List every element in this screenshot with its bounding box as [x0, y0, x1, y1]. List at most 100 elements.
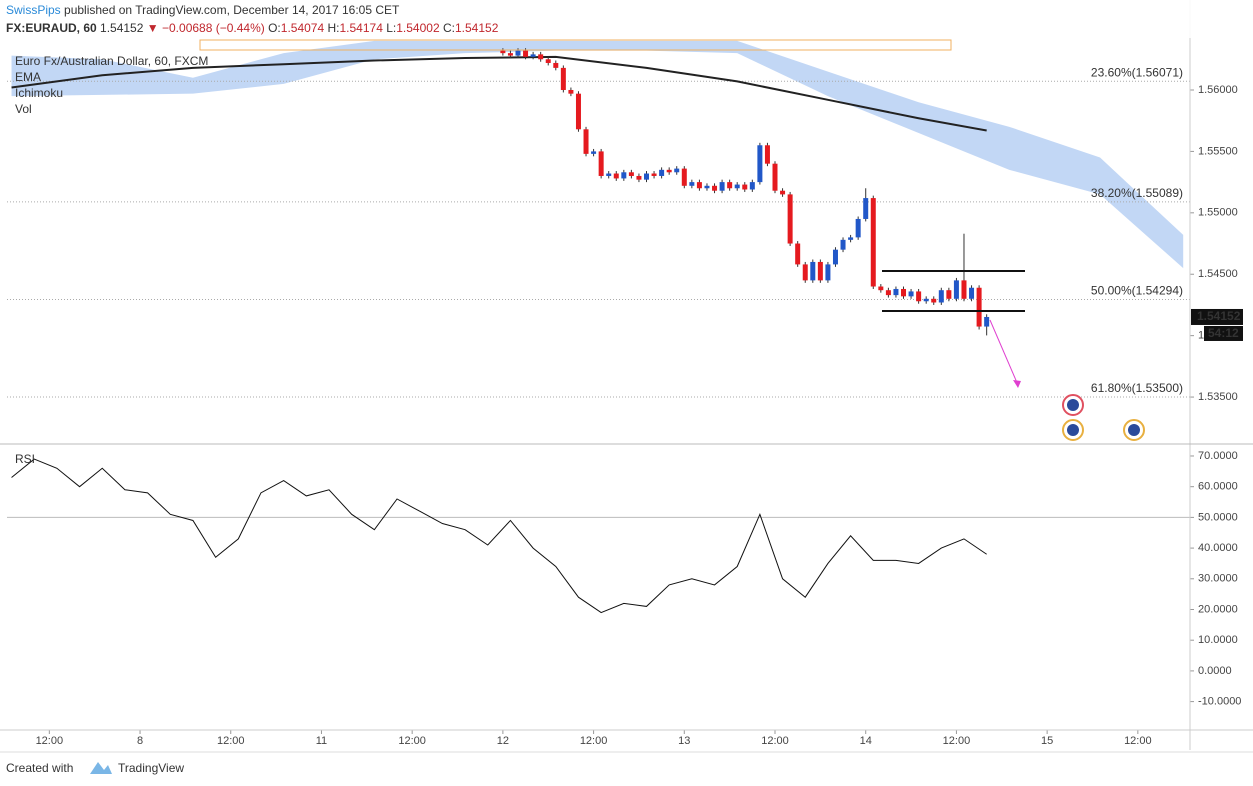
candle-body: [976, 287, 982, 327]
x-tick-label: 11: [316, 735, 327, 747]
y-tick-label: 10.0000: [1198, 634, 1238, 646]
candle-body: [908, 291, 914, 297]
zone-drawing: [199, 39, 952, 51]
brand-logo: [90, 762, 112, 774]
candle-body: [500, 50, 506, 54]
symbol: FX:EURAUD, 60: [6, 21, 97, 35]
candle-body: [651, 173, 657, 176]
last-price-box: [1191, 308, 1243, 325]
candle-body: [764, 145, 770, 164]
last-price-label: 1.54152: [1197, 309, 1241, 323]
candle-body: [961, 280, 967, 299]
x-tick-label: 12:00: [1124, 735, 1152, 747]
author[interactable]: SwissPips: [6, 3, 61, 17]
y-tick-label: 30.0000: [1198, 573, 1238, 585]
x-tick-label: 12:00: [398, 735, 426, 747]
candle-body: [681, 168, 687, 186]
l-label: L:: [386, 21, 396, 35]
y-tick-label: 60.0000: [1198, 481, 1238, 493]
candle-body: [636, 175, 642, 180]
candle-body: [666, 169, 672, 173]
candle-body: [530, 54, 536, 57]
y-tick-label: 1.55500: [1198, 145, 1238, 157]
indicator-label: Vol: [15, 102, 32, 116]
h-label: H:: [328, 21, 340, 35]
candle-body: [659, 169, 665, 176]
y-tick-label: 1.53500: [1198, 391, 1238, 403]
candle-body: [606, 173, 612, 176]
candle-body: [931, 298, 937, 303]
candle-body: [923, 298, 929, 302]
open: 1.54074: [281, 21, 325, 35]
y-tick-label: -10.0000: [1198, 696, 1241, 708]
candle-body: [507, 53, 513, 56]
fib-label: 23.60%(1.56071): [1091, 65, 1183, 79]
event-icon-inner: [1128, 424, 1140, 436]
candle-body: [568, 89, 574, 94]
y-tick-label: 0.0000: [1198, 665, 1232, 677]
candle-body: [780, 190, 786, 195]
candle-body: [734, 184, 740, 189]
series-title: Euro Fx/Australian Dollar, 60, FXCM: [15, 54, 208, 68]
candle-body: [757, 145, 763, 183]
candle-body: [893, 288, 899, 296]
indicator-label: Ichimoku: [15, 86, 63, 100]
countdown-box: [1204, 325, 1243, 341]
candle-body: [855, 218, 861, 238]
candle-body: [817, 261, 823, 281]
candle-body: [840, 239, 846, 250]
candle-body: [810, 261, 816, 281]
candle-body: [621, 172, 627, 179]
candle-body: [538, 54, 544, 60]
candle-body: [795, 243, 801, 265]
x-tick-label: 15: [1041, 735, 1053, 747]
candle-body: [628, 172, 634, 176]
candle-body: [545, 59, 551, 63]
candle-body: [984, 316, 990, 327]
published: published on TradingView.com, December 1…: [64, 3, 400, 17]
countdown-label: 54:12: [1208, 326, 1239, 340]
event-icon-inner: [1067, 424, 1079, 436]
candle-body: [523, 50, 529, 57]
candle-body: [644, 173, 650, 180]
rsi-title: RSI: [15, 452, 35, 466]
candle-body: [696, 182, 702, 189]
y-tick-label: 1.56000: [1198, 84, 1238, 96]
fib-label: 38.20%(1.55089): [1091, 186, 1183, 200]
fib-label: 50.00%(1.54294): [1091, 284, 1183, 298]
candle-body: [727, 182, 733, 189]
candle-body: [787, 194, 793, 244]
candle-body: [953, 280, 959, 299]
candle-body: [885, 290, 891, 296]
high: 1.54174: [340, 21, 384, 35]
candle-body: [802, 264, 808, 281]
x-tick-label: 13: [678, 735, 690, 747]
header-bg: [0, 0, 1253, 38]
event-icon-inner: [1067, 399, 1079, 411]
candle-body: [870, 198, 876, 287]
fib-label: 61.80%(1.53500): [1091, 381, 1183, 395]
brand[interactable]: TradingView: [118, 761, 184, 775]
candle-body: [704, 185, 710, 189]
y-tick-label: 1.55000: [1198, 207, 1238, 219]
x-tick-label: 12:00: [36, 735, 64, 747]
x-tick-label: 12: [497, 735, 509, 747]
price: 1.54152: [100, 21, 144, 35]
symbol-line: FX:EURAUD, 60 1.54152 ▼ −0.00688 (−0.44%…: [6, 21, 499, 35]
candle-body: [613, 173, 619, 179]
candle-body: [689, 182, 695, 186]
c-label: C:: [443, 21, 455, 35]
close: 1.54152: [455, 21, 499, 35]
candle-body: [916, 291, 922, 302]
ichimoku-cloud: [11, 40, 1184, 269]
x-tick-label: 14: [860, 735, 872, 747]
candle-body: [719, 182, 725, 191]
y-tick-label: 50.0000: [1198, 511, 1238, 523]
low: 1.54002: [396, 21, 440, 35]
change: −0.00688 (−0.44%): [162, 21, 265, 35]
candle-body: [938, 290, 944, 303]
candle-body: [598, 151, 604, 176]
y-tick-label: 20.0000: [1198, 603, 1238, 615]
candle-body: [515, 50, 521, 56]
candle-body: [969, 287, 975, 299]
